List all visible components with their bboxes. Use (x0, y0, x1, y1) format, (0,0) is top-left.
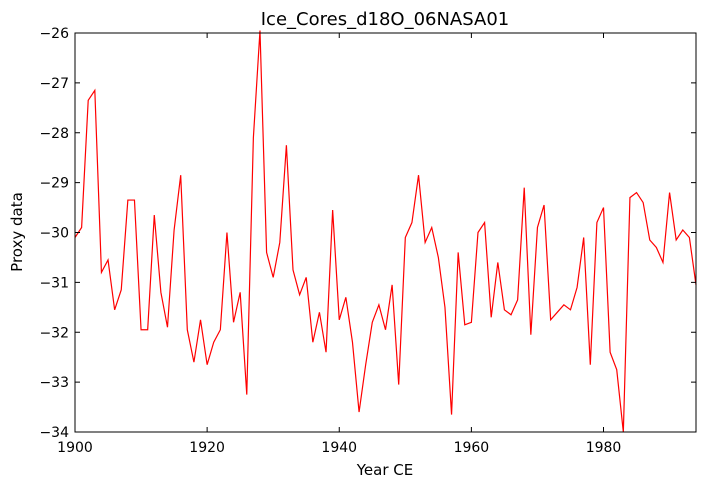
x-axis-title: Year CE (356, 461, 413, 479)
y-axis-title: Proxy data (8, 192, 26, 272)
series-line-0 (74, 30, 697, 433)
y-tick-label: −27 (39, 76, 69, 92)
axes: 1900 1920 1940 1960 1980 −34 −33 −32 −31 −30 −29 −2… (39, 26, 697, 456)
x-tick-label: 1960 (454, 440, 490, 456)
series-layer (74, 30, 697, 433)
x-tick-label: 1920 (189, 440, 225, 456)
plot-area (75, 33, 696, 432)
chart-title: Ice_Cores_d18O_06NASA01 (261, 9, 509, 30)
y-tick-label: −31 (39, 275, 69, 291)
x-tick-label: 1980 (586, 440, 622, 456)
y-tick-label: −29 (39, 176, 69, 192)
y-tick-label: −32 (39, 325, 69, 341)
y-tick-label: −26 (39, 26, 69, 42)
plot-background (75, 33, 696, 432)
y-tick-label: −30 (39, 226, 69, 242)
y-tick-label: −34 (39, 425, 69, 441)
y-tick-label: −28 (39, 126, 69, 142)
y-tick-label: −33 (39, 375, 69, 391)
x-tick-label: 1940 (321, 440, 357, 456)
x-tick-label: 1900 (57, 440, 93, 456)
